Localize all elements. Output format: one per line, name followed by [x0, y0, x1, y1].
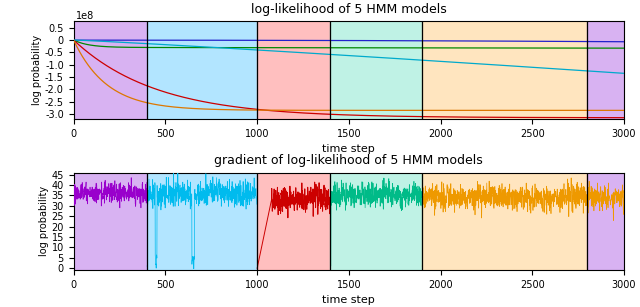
Bar — [330, 21, 422, 119]
Text: 1e8: 1e8 — [76, 11, 95, 21]
Bar — [257, 21, 330, 119]
Bar — [147, 173, 257, 270]
Bar — [257, 173, 330, 270]
X-axis label: time step: time step — [323, 295, 375, 305]
Bar — [147, 21, 257, 119]
Bar — [588, 21, 624, 119]
Bar — [330, 173, 422, 270]
Bar — [422, 21, 588, 119]
Bar — [74, 173, 147, 270]
Bar — [588, 173, 624, 270]
Title: gradient of log-likelihood of 5 HMM models: gradient of log-likelihood of 5 HMM mode… — [214, 154, 483, 167]
Bar — [74, 21, 147, 119]
X-axis label: time step: time step — [323, 144, 375, 154]
Title: log-likelihood of 5 HMM models: log-likelihood of 5 HMM models — [251, 3, 447, 16]
Bar — [422, 173, 588, 270]
Y-axis label: log probability: log probability — [38, 186, 49, 256]
Y-axis label: log probability: log probability — [32, 35, 42, 105]
